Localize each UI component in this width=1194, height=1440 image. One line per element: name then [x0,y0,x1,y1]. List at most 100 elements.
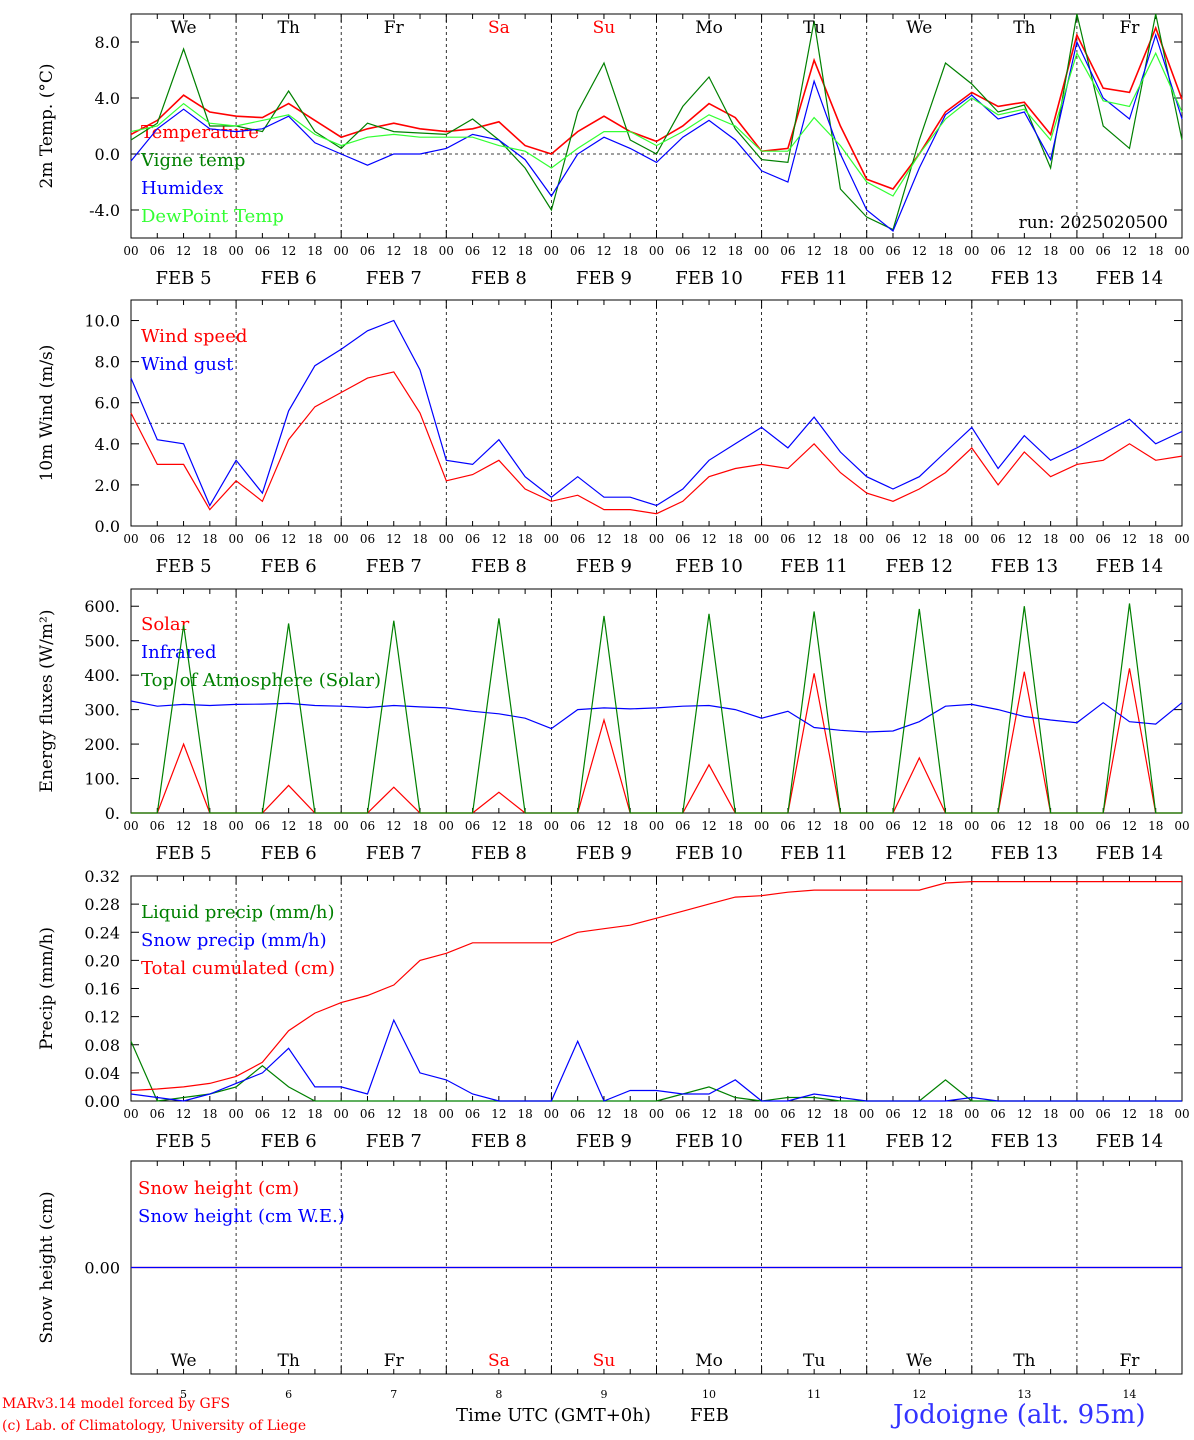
hour-label: 06 [990,1107,1005,1121]
hour-label: 12 [281,532,296,546]
hour-label: 12 [491,819,506,833]
hour-label: 06 [360,244,375,258]
hour-label: 18 [412,244,427,258]
hour-label: 06 [885,532,900,546]
day-number: 8 [495,1388,502,1401]
hour-label: 00 [334,532,349,546]
y-tick-label: 0. [105,804,120,823]
legend-entry: Humidex [141,178,223,199]
y-tick-label: 600. [84,597,120,616]
series-line-top-of-atmosphere-solar- [131,603,1182,814]
y-axis-title: Snow height (cm) [37,1191,57,1343]
y-tick-label: 8.0 [95,33,120,52]
hour-label: 06 [675,819,690,833]
hour-label: 00 [1174,244,1189,258]
legend-entry: Snow height (cm W.E.) [138,1206,345,1227]
hour-label: 06 [780,532,795,546]
day-number: 11 [807,1388,821,1401]
hour-label: 06 [780,1107,795,1121]
hour-label: 06 [885,819,900,833]
series-line-humidex [130,32,1183,232]
hour-label: 12 [491,1107,506,1121]
legend-entry: DewPoint Temp [141,206,284,227]
day-number: 14 [1122,1388,1136,1401]
hour-label: 00 [123,244,138,258]
hour-label: 06 [255,1107,270,1121]
hour-label: 00 [964,1107,979,1121]
hour-label: 06 [465,1107,480,1121]
hour-label: 12 [1017,244,1032,258]
y-tick-label: 400. [84,666,120,685]
hour-label: 00 [1069,244,1084,258]
hour-label: 12 [1017,819,1032,833]
y-tick-label: 500. [84,632,120,651]
hour-label: 18 [938,1107,953,1121]
hour-label: 00 [964,819,979,833]
hour-label: 18 [1043,532,1058,546]
day-number: 5 [180,1388,187,1401]
date-label: FEB 7 [366,1131,422,1152]
day-name: Th [1013,1351,1035,1371]
hour-label: 12 [386,244,401,258]
date-label: FEB 10 [675,1131,742,1152]
hour-label: 18 [517,244,532,258]
hour-label: 18 [517,532,532,546]
hour-label: 12 [701,244,716,258]
hour-label: 00 [649,1107,664,1121]
hour-label: 12 [176,1107,191,1121]
hour-label: 18 [412,819,427,833]
y-tick-label: 0.32 [84,867,120,886]
hour-label: 00 [123,532,138,546]
hour-label: 18 [938,244,953,258]
hour-label: 12 [281,1107,296,1121]
hour-label: 18 [1043,819,1058,833]
series-line-infrared [130,700,1183,733]
run-label: run: 2025020500 [1019,213,1168,233]
hour-label: 06 [570,532,585,546]
day-number: 12 [912,1388,926,1401]
date-label: FEB 13 [991,268,1058,289]
hour-label: 18 [1043,244,1058,258]
hour-label: 18 [833,532,848,546]
hour-label: 00 [964,244,979,258]
legend-entry: Top of Atmosphere (Solar) [141,670,381,691]
legend-entry: Vigne temp [140,150,245,171]
hour-label: 06 [465,819,480,833]
hour-label: 18 [623,819,638,833]
date-label: FEB 10 [675,556,742,577]
hour-label: 00 [1069,532,1084,546]
y-axis-title: Energy fluxes (W/m²) [37,610,57,793]
panel-frame-2 [130,588,1183,814]
hour-label: 06 [1096,819,1111,833]
y-tick-label: 0.00 [84,1259,120,1278]
hour-label: 06 [1096,1107,1111,1121]
day-name: Th [278,1351,300,1371]
day-name: Fr [1119,1351,1140,1371]
hour-label: 00 [964,532,979,546]
hour-label: 18 [1043,1107,1058,1121]
hour-label: 00 [1069,1107,1084,1121]
hour-label: 00 [754,819,769,833]
hour-label: 12 [1122,244,1137,258]
y-tick-label: 0.00 [84,1092,120,1111]
hour-label: 00 [544,244,559,258]
hour-label: 00 [544,1107,559,1121]
hour-label: 06 [780,244,795,258]
legend-entry: Temperature [141,122,259,143]
hour-label: 06 [255,244,270,258]
date-label: FEB 8 [471,556,527,577]
day-name: Tu [803,1351,825,1371]
y-tick-label: 0.28 [84,895,120,914]
y-tick-label: 200. [84,735,120,754]
date-label: FEB 5 [156,556,212,577]
date-label: FEB 10 [675,268,742,289]
hour-label: 12 [701,532,716,546]
day-name: Th [1013,18,1035,38]
hour-label: 06 [150,244,165,258]
hour-label: 12 [281,244,296,258]
hour-label: 18 [938,819,953,833]
date-label: FEB 13 [991,1131,1058,1152]
hour-label: 18 [202,532,217,546]
y-tick-label: 4.0 [95,89,120,108]
y-tick-label: 0.24 [84,923,120,942]
